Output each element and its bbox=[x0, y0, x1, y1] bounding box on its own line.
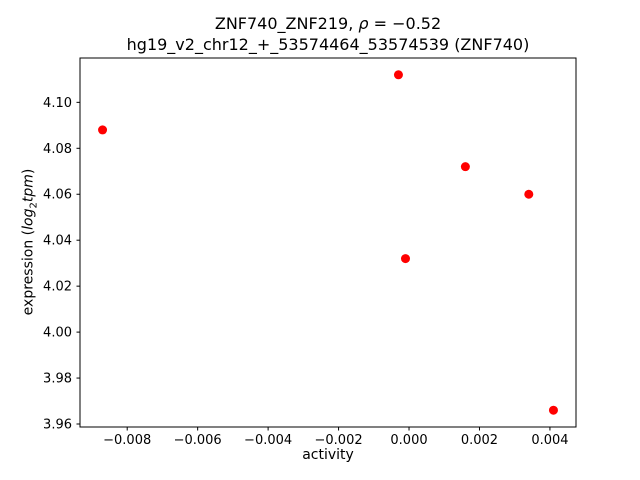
ylabel-subscript: 2 bbox=[28, 202, 40, 209]
y-tick-label: 4.04 bbox=[43, 234, 72, 249]
y-tick-label: 4.06 bbox=[43, 188, 72, 203]
x-tick-label: −0.006 bbox=[174, 433, 222, 448]
title-text-post: = −0.52 bbox=[368, 14, 442, 33]
y-tick-label: 3.98 bbox=[43, 372, 72, 387]
title-text-pre: ZNF740_ZNF219, bbox=[214, 14, 359, 33]
chart-title-line1: ZNF740_ZNF219, ρ = −0.52 bbox=[80, 13, 576, 34]
y-tick-label: 4.10 bbox=[43, 96, 72, 111]
ylabel-var: tpm bbox=[20, 174, 37, 203]
chart-title: ZNF740_ZNF219, ρ = −0.52 hg19_v2_chr12_+… bbox=[80, 13, 576, 55]
y-tick-label: 4.00 bbox=[43, 326, 72, 341]
x-tick-label: −0.002 bbox=[315, 433, 363, 448]
data-point bbox=[98, 125, 108, 135]
y-tick-label: 4.08 bbox=[43, 142, 72, 157]
ylabel-text-pre: expression ( bbox=[20, 229, 37, 316]
data-point bbox=[524, 189, 534, 199]
y-tick-label: 3.96 bbox=[43, 418, 72, 433]
data-point bbox=[460, 162, 470, 172]
chart-title-line2: hg19_v2_chr12_+_53574464_53574539 (ZNF74… bbox=[126, 35, 530, 54]
data-point bbox=[393, 70, 403, 80]
ylabel-text-post: ) bbox=[20, 168, 37, 175]
x-tick-label: −0.008 bbox=[103, 433, 151, 448]
x-tick-label: −0.004 bbox=[244, 433, 292, 448]
y-axis-label: expression (log2tpm) bbox=[21, 169, 40, 316]
ylabel-log: log bbox=[20, 208, 37, 230]
y-tick-label: 4.02 bbox=[43, 280, 72, 295]
x-tick-label: 0.004 bbox=[531, 433, 568, 448]
axes-spines bbox=[79, 57, 577, 428]
x-axis-label: activity bbox=[302, 447, 354, 463]
rho-symbol: ρ bbox=[358, 14, 369, 33]
data-point bbox=[401, 254, 410, 264]
x-tick-label: 0.002 bbox=[461, 433, 498, 448]
x-tick-label: 0.000 bbox=[390, 433, 427, 448]
data-point bbox=[548, 405, 558, 415]
